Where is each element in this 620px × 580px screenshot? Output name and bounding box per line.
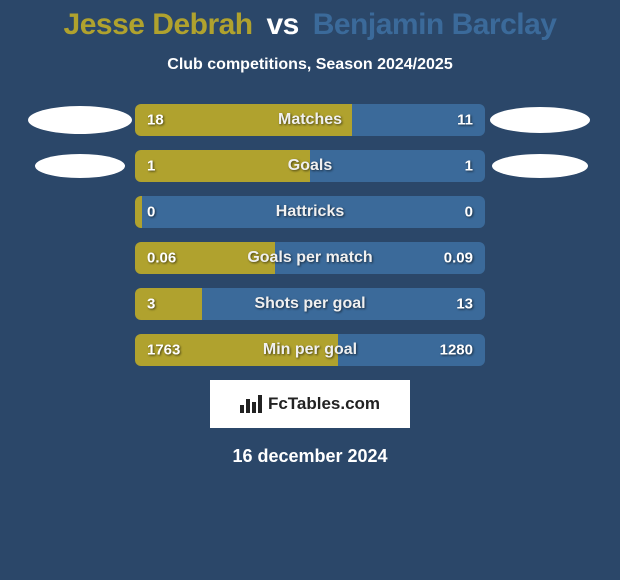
stat-bar: 18 11 Matches	[135, 104, 485, 136]
comparison-rows: 1811Matches11Goals00Hattricks0.060.09Goa…	[0, 104, 620, 366]
page-title: Jesse Debrah vs Benjamin Barclay	[0, 0, 620, 42]
stat-value-right: 1	[465, 158, 473, 175]
stat-row: 0 0 Hattricks	[0, 196, 620, 228]
stat-value-left: 0	[147, 204, 155, 221]
stat-label: Hattricks	[276, 203, 344, 221]
stat-label: Min per goal	[263, 341, 357, 359]
subtitle: Club competitions, Season 2024/2025	[0, 56, 620, 74]
bar-left-fill	[135, 150, 310, 182]
stat-row: 1 1 Goals	[0, 150, 620, 182]
stat-value-left: 1	[147, 158, 155, 175]
title-player1: Jesse Debrah	[64, 8, 253, 41]
title-vs: vs	[266, 8, 298, 41]
stat-value-left: 1763	[147, 342, 180, 359]
stat-label: Matches	[278, 111, 342, 129]
bar-left-fill	[135, 288, 202, 320]
stat-value-left: 18	[147, 112, 164, 129]
team-badge-left	[28, 106, 132, 134]
left-badge-slot	[25, 154, 135, 178]
stat-value-left: 0.06	[147, 250, 176, 267]
bar-chart-icon	[240, 395, 262, 413]
bar-right-fill	[310, 150, 485, 182]
stat-value-right: 0	[465, 204, 473, 221]
stat-value-right: 13	[456, 296, 473, 313]
brand-text: FcTables.com	[268, 394, 380, 414]
stat-bar: 1 1 Goals	[135, 150, 485, 182]
left-badge-slot	[25, 106, 135, 134]
right-badge-slot	[485, 154, 595, 178]
stat-value-right: 11	[457, 112, 473, 129]
team-badge-right	[492, 154, 588, 178]
stat-row: 1763 1280 Min per goal	[0, 334, 620, 366]
stat-row: 3 13 Shots per goal	[0, 288, 620, 320]
stat-bar: 1763 1280 Min per goal	[135, 334, 485, 366]
stat-bar: 3 13 Shots per goal	[135, 288, 485, 320]
footer-date: 16 december 2024	[0, 446, 620, 467]
title-player2: Benjamin Barclay	[313, 8, 557, 41]
stat-value-right: 1280	[440, 342, 473, 359]
bar-left-fill	[135, 196, 142, 228]
brand-box: FcTables.com	[210, 380, 410, 428]
stat-row: 0.06 0.09 Goals per match	[0, 242, 620, 274]
stat-row: 18 11 Matches	[0, 104, 620, 136]
stat-bar: 0 0 Hattricks	[135, 196, 485, 228]
stat-label: Shots per goal	[254, 295, 365, 313]
stat-bar: 0.06 0.09 Goals per match	[135, 242, 485, 274]
right-badge-slot	[485, 107, 595, 133]
team-badge-right	[490, 107, 590, 133]
stat-value-left: 3	[147, 296, 155, 313]
stat-value-right: 0.09	[444, 250, 473, 267]
team-badge-left	[35, 154, 125, 178]
stat-label: Goals per match	[247, 249, 372, 267]
stat-label: Goals	[288, 157, 332, 175]
